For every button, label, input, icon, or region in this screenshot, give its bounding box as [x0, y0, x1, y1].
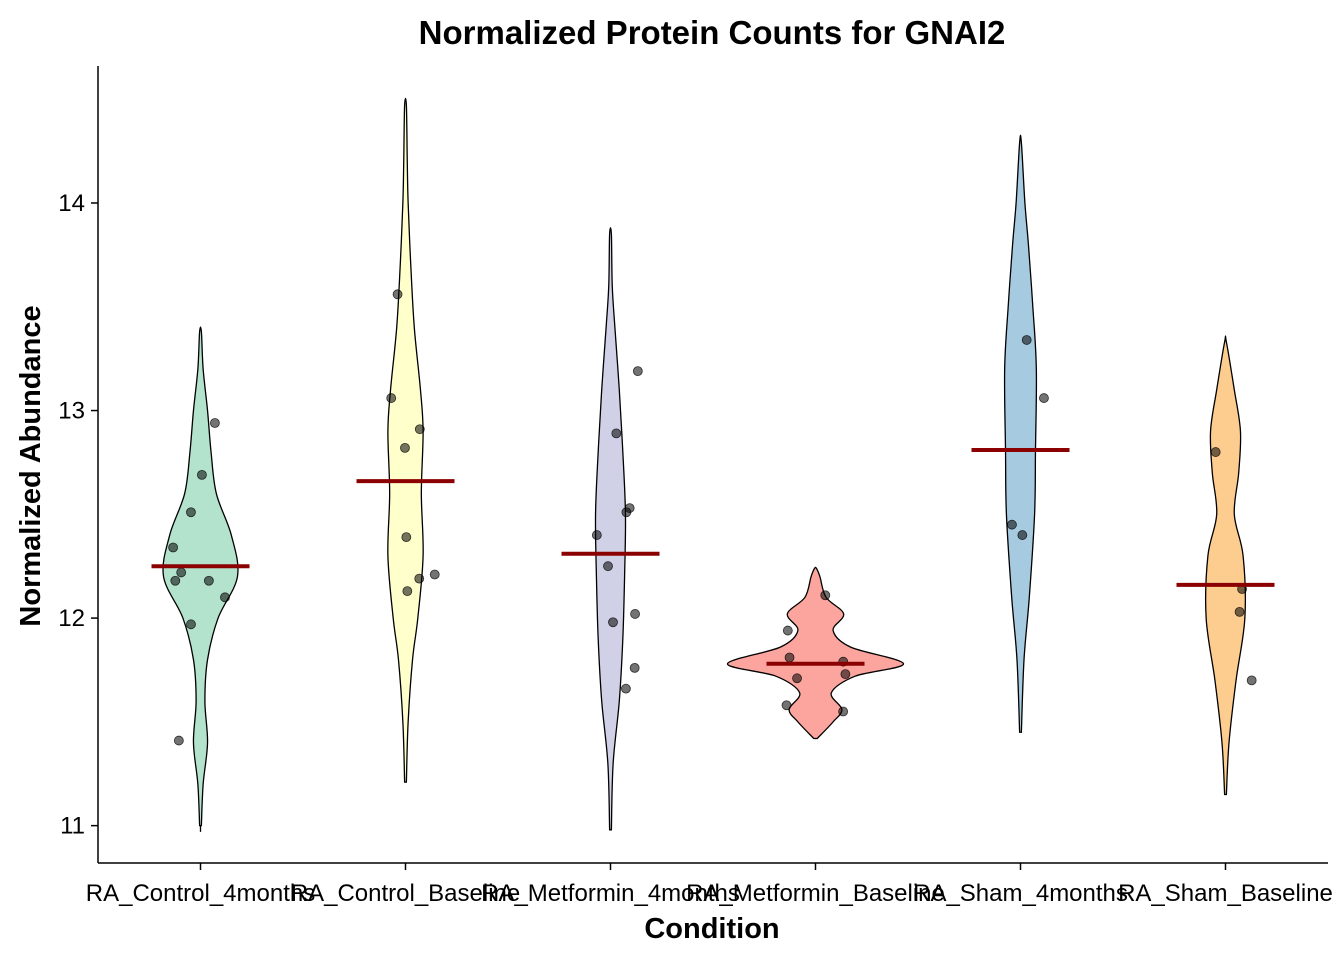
data-point [1234, 606, 1245, 617]
x-tick-label: RA_Metformin_4months [481, 880, 740, 907]
data-point [630, 609, 640, 619]
x-tick-label: RA_Sham_4months [913, 880, 1128, 907]
data-point [621, 683, 631, 694]
violin-shape [387, 97, 424, 783]
data-point [611, 428, 622, 439]
violin-shape [726, 566, 905, 740]
data-point [629, 663, 640, 673]
violin-group [356, 97, 455, 783]
data-point [792, 673, 802, 684]
data-point [840, 669, 851, 680]
violin-group [1176, 335, 1275, 796]
data-point [173, 735, 184, 746]
data-point [414, 573, 425, 584]
data-point [392, 289, 403, 300]
data-point [414, 424, 425, 435]
violin-shape [1003, 134, 1038, 733]
data-point [210, 418, 220, 428]
x-tick-label: RA_Control_4months [86, 880, 315, 907]
data-point [401, 532, 412, 543]
data-point [1017, 530, 1028, 540]
data-point [186, 507, 196, 518]
y-axis-title: Normalized Abundance [15, 305, 47, 626]
data-point [386, 393, 397, 403]
violin-shape [594, 226, 627, 831]
data-point [1021, 335, 1032, 345]
data-point [186, 619, 196, 630]
data-point [632, 366, 643, 377]
violin-group [971, 134, 1070, 733]
data-point [1007, 519, 1017, 530]
data-point [1246, 675, 1257, 686]
y-axis-ticks: 11 12 13 14 [58, 190, 98, 840]
data-point [820, 590, 831, 601]
y-tick-label: 12 [58, 605, 85, 632]
data-point [1210, 447, 1221, 457]
y-tick-label: 13 [58, 398, 85, 425]
data-point [176, 567, 187, 578]
data-point [203, 575, 214, 586]
data-point [781, 700, 792, 711]
x-axis-ticks: RA_Control_4monthsRA_Control_BaselineRA_… [86, 863, 1333, 907]
y-tick-label: 11 [60, 813, 85, 840]
data-point [402, 586, 413, 597]
data-point [603, 561, 613, 572]
data-point [168, 542, 179, 553]
violin-group [151, 326, 250, 832]
data-point [782, 625, 793, 636]
data-point [400, 442, 410, 453]
violin-group [726, 566, 905, 740]
x-tick-label: RA_Sham_Baseline [1118, 880, 1333, 907]
data-point [1039, 393, 1049, 403]
y-tick-label: 14 [58, 190, 85, 217]
x-tick-label: RA_Metformin_Baseline [686, 880, 945, 907]
data-point [220, 592, 230, 603]
violin-shape [162, 326, 239, 827]
data-point [170, 575, 181, 586]
x-tick-label: RA_Control_Baseline [291, 880, 520, 907]
data-point [784, 652, 795, 663]
violin-shape [1205, 335, 1246, 796]
chart-title: Normalized Protein Counts for GNAI2 [419, 14, 1006, 51]
data-point [621, 507, 632, 518]
data-point [608, 617, 618, 628]
violin-group [561, 226, 660, 831]
data-point [838, 706, 849, 717]
plot-area [151, 97, 1275, 832]
data-point [591, 530, 602, 540]
data-point [197, 469, 207, 480]
x-axis-title: Condition [644, 913, 779, 945]
data-point [429, 569, 440, 580]
